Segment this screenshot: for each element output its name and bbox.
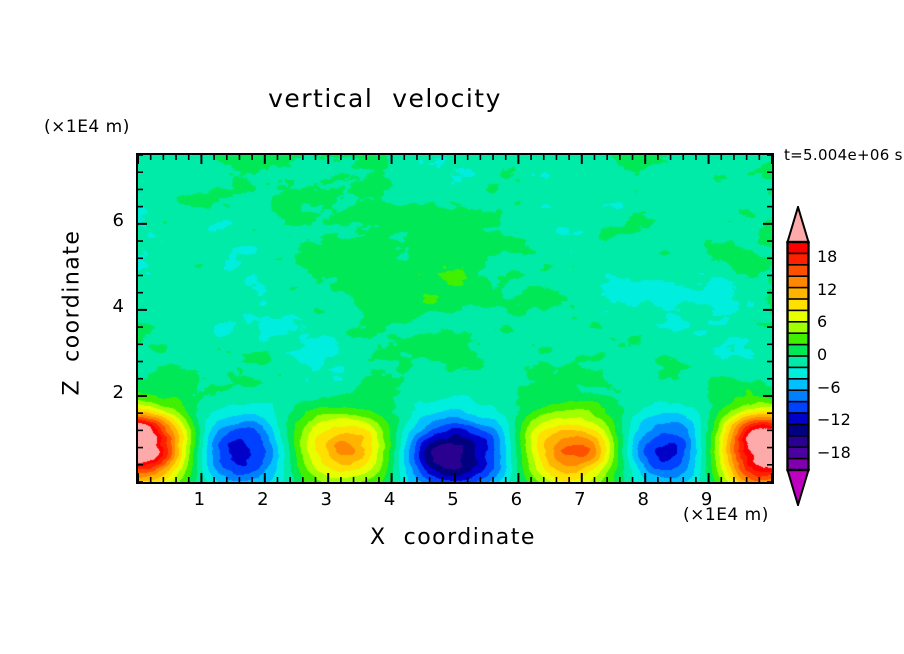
colorbar-tick-label: −6 (817, 377, 841, 397)
colorbar-tick-label: 18 (817, 247, 838, 267)
colorbar-band (786, 252, 810, 267)
colorbar-band (786, 355, 810, 369)
x-tick-label: 6 (510, 489, 523, 510)
y-axis-title: Z coordinate (59, 229, 85, 396)
colorbar-tick-label: 12 (817, 279, 838, 299)
x-tick-label: 1 (193, 489, 206, 510)
x-axis-title: X coordinate (370, 525, 536, 550)
colorbar-tick-label: −18 (817, 442, 851, 462)
x-tick-label: 8 (637, 489, 649, 510)
colorbar-band (786, 366, 810, 380)
contour-plot-area (136, 153, 774, 484)
x-tick-label: 2 (257, 489, 269, 510)
colorbar-band (786, 423, 810, 437)
colorbar-band (786, 275, 810, 289)
colorbar-band (786, 435, 810, 449)
colorbar-band (786, 457, 810, 472)
y-axis-unit-label: (×1E4 m) (44, 117, 130, 137)
page-title: vertical velocity (268, 84, 502, 113)
colorbar-band (786, 400, 810, 415)
colorbar-band (786, 332, 810, 346)
y-tick-label: 4 (112, 295, 124, 317)
contour-field (138, 155, 772, 482)
colorbar-tick-label: 0 (817, 345, 828, 364)
y-tick-label: 2 (112, 381, 124, 403)
colorbar-band (786, 309, 810, 324)
colorbar-band (786, 241, 810, 255)
colorbar-tick-label: 6 (817, 312, 828, 332)
y-tick-label: 6 (112, 209, 124, 231)
colorbar-over-arrow (786, 206, 810, 243)
colorbar (786, 206, 810, 506)
x-tick-label: 9 (700, 489, 713, 510)
timestamp-annotation: t=5.004e+06 s (784, 146, 903, 164)
x-tick-label: 4 (383, 489, 396, 510)
colorbar-tick-label: −12 (817, 410, 851, 430)
x-axis-unit-label: (×1E4 m) (683, 505, 769, 525)
x-tick-label: 5 (447, 489, 459, 510)
colorbar-band (786, 378, 810, 392)
colorbar-band (786, 286, 810, 301)
x-tick-label: 3 (320, 489, 332, 510)
colorbar-band (786, 343, 810, 358)
x-tick-label: 7 (574, 489, 586, 510)
colorbar-band (786, 389, 810, 403)
colorbar-band (786, 446, 810, 460)
colorbar-band (786, 263, 810, 278)
colorbar-under-arrow (786, 469, 810, 506)
colorbar-band (786, 412, 810, 426)
colorbar-band (786, 298, 810, 312)
colorbar-band (786, 321, 810, 335)
